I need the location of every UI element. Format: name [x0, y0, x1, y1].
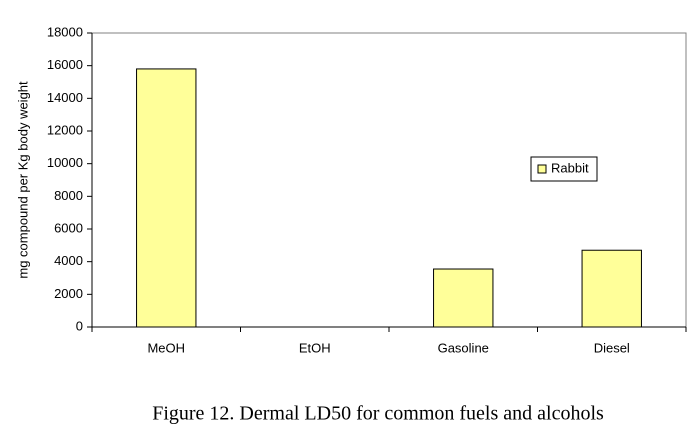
- y-tick-label: 4000: [54, 253, 83, 268]
- x-tick-label: MeOH: [147, 340, 185, 355]
- x-tick-label: EtOH: [299, 340, 331, 355]
- y-tick-label: 10000: [47, 155, 83, 170]
- y-tick-label: 16000: [47, 57, 83, 72]
- x-tick-label: Gasoline: [438, 340, 489, 355]
- y-tick-label: 6000: [54, 220, 83, 235]
- y-tick-label: 2000: [54, 286, 83, 301]
- bar: [433, 268, 494, 328]
- legend-swatch: [537, 164, 547, 174]
- legend-label: Rabbit: [551, 160, 589, 175]
- x-tick-label: Diesel: [594, 340, 630, 355]
- y-axis-label: mg compound per Kg body weight: [15, 81, 30, 279]
- y-tick-label: 18000: [47, 24, 83, 39]
- y-tick-label: 12000: [47, 122, 83, 137]
- y-tick-label: 0: [76, 318, 83, 333]
- y-tick-label: 14000: [47, 90, 83, 105]
- bar: [581, 249, 642, 328]
- bar: [136, 68, 197, 328]
- caption: Figure 12. Dermal LD50 for common fuels …: [152, 403, 604, 425]
- y-tick-label: 8000: [54, 188, 83, 203]
